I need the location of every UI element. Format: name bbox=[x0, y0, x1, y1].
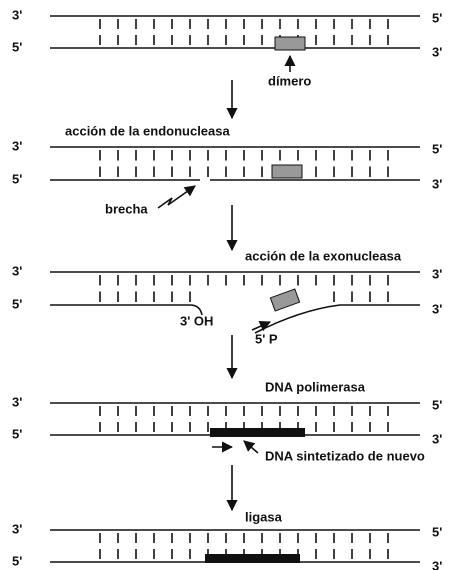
new-dna bbox=[205, 554, 300, 563]
label: DNA sintetizado de nuevo bbox=[265, 448, 425, 463]
end-label: 3' bbox=[12, 263, 22, 278]
dimer bbox=[274, 36, 306, 51]
end-label: 5' bbox=[12, 296, 22, 311]
end-label: 3' bbox=[12, 394, 22, 409]
end-label: 3' bbox=[432, 44, 442, 59]
title: acción de la exonucleasa bbox=[245, 248, 402, 263]
end-label: 5' P bbox=[255, 331, 278, 346]
end-label: 3' bbox=[432, 176, 442, 191]
end-label: 3' bbox=[12, 7, 22, 22]
title: acción de la endonucleasa bbox=[65, 123, 230, 138]
end-label: 3' OH bbox=[180, 313, 213, 328]
end-label: 5' bbox=[432, 10, 442, 25]
end-label: 5' bbox=[12, 171, 22, 186]
end-label: 3' bbox=[432, 558, 442, 570]
title: DNA polimerasa bbox=[265, 379, 366, 394]
end-label: 5' bbox=[432, 524, 442, 539]
end-label: 3' bbox=[432, 266, 442, 281]
title: ligasa bbox=[245, 509, 283, 524]
end-label: 3' bbox=[432, 431, 442, 446]
dimer bbox=[271, 164, 303, 179]
dimer bbox=[269, 288, 301, 312]
end-label: 5' bbox=[12, 426, 22, 441]
pointer bbox=[251, 320, 272, 332]
end-label: 5' bbox=[12, 553, 22, 568]
label: brecha bbox=[105, 201, 148, 216]
strand bbox=[50, 304, 203, 316]
end-label: 5' bbox=[432, 397, 442, 412]
end-label: 3' bbox=[432, 301, 442, 316]
pointer bbox=[243, 440, 259, 454]
end-label: 3' bbox=[12, 138, 22, 153]
new-dna bbox=[210, 428, 305, 437]
end-label: 5' bbox=[12, 39, 22, 54]
pointer bbox=[157, 185, 196, 209]
end-label: 5' bbox=[432, 141, 442, 156]
end-label: 3' bbox=[12, 521, 22, 536]
label: dímero bbox=[268, 73, 311, 88]
